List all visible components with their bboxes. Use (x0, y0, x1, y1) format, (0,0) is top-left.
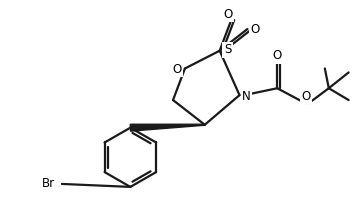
Text: Br: Br (41, 177, 55, 190)
Text: O: O (223, 8, 232, 21)
Text: O: O (273, 49, 282, 62)
Text: O: O (301, 90, 310, 103)
Polygon shape (130, 124, 205, 131)
Text: S: S (224, 43, 231, 56)
Text: O: O (172, 63, 182, 76)
Text: N: N (242, 90, 251, 103)
Text: O: O (251, 22, 260, 35)
